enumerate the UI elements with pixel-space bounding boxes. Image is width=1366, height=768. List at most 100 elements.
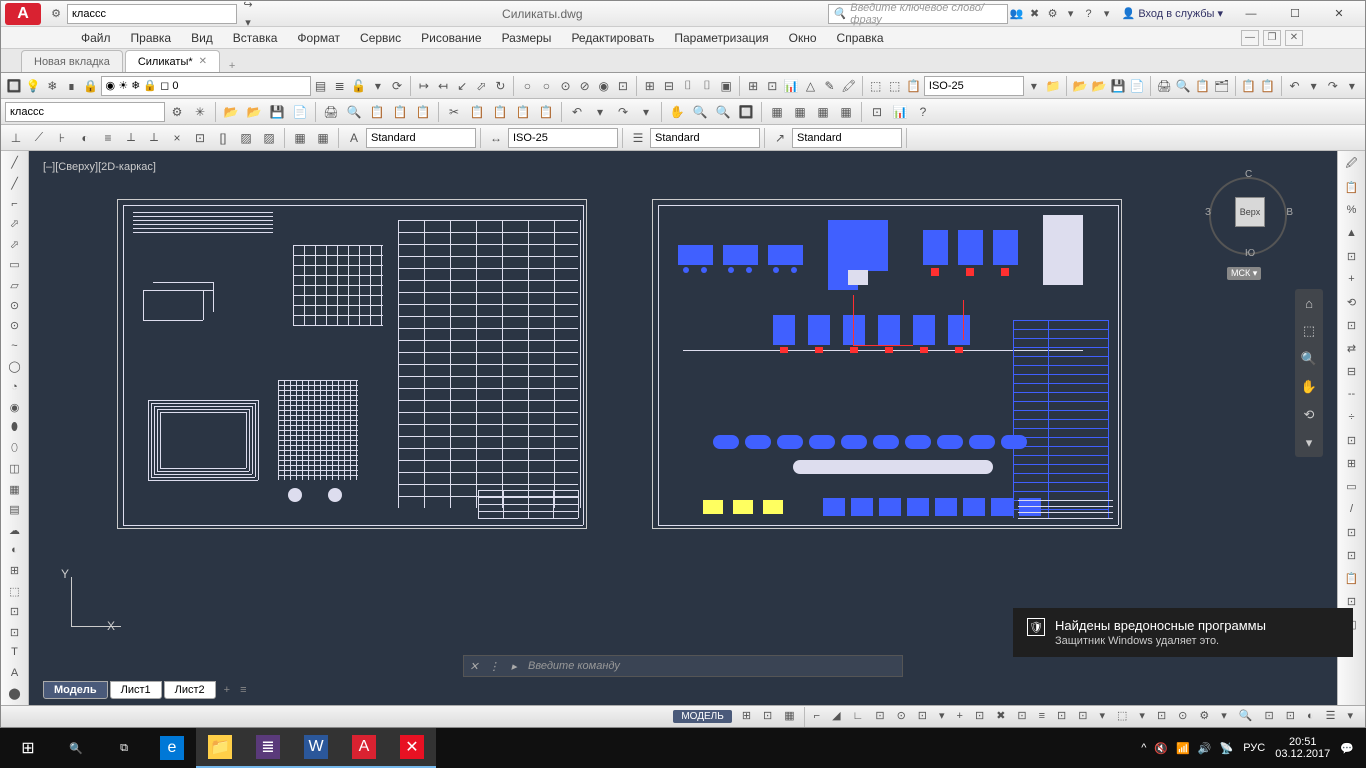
status-toggle[interactable]: ▾ bbox=[933, 707, 951, 725]
toolbar-button[interactable]: ∎ bbox=[62, 75, 80, 97]
modify-tool-button[interactable]: ⇄ bbox=[1341, 337, 1363, 359]
search-button[interactable]: 🔍 bbox=[52, 728, 100, 768]
toolbar-button[interactable]: ⊡ bbox=[866, 101, 888, 123]
nav-button[interactable]: ✋ bbox=[1299, 377, 1319, 397]
layout-tab[interactable]: Лист2 bbox=[164, 681, 216, 699]
status-toggle[interactable]: ⚙ bbox=[1193, 707, 1215, 725]
toolbar-button[interactable]: ✎ bbox=[821, 75, 839, 97]
tray-icon[interactable]: 📡 bbox=[1220, 742, 1234, 755]
mdi-minimize[interactable]: — bbox=[1241, 30, 1259, 46]
toolbar-button[interactable]: 🖨 bbox=[1155, 75, 1173, 97]
toolbar-button[interactable]: ▤ bbox=[312, 75, 330, 97]
navigation-bar[interactable]: ⌂⬚🔍✋⟲▾ bbox=[1295, 289, 1323, 457]
draw-tool-button[interactable]: ⊡ bbox=[4, 602, 26, 621]
status-toggle[interactable]: ◢ bbox=[826, 707, 846, 725]
status-toggle[interactable]: ⌐ bbox=[808, 707, 826, 725]
infocenter-icon[interactable]: ? bbox=[1080, 5, 1098, 23]
menu-item[interactable]: Справка bbox=[827, 31, 894, 45]
modify-tool-button[interactable]: / bbox=[1341, 498, 1363, 520]
toolbar-button[interactable]: ✂ bbox=[443, 101, 465, 123]
menu-item[interactable]: Вставка bbox=[223, 31, 288, 45]
toolbar-button[interactable]: 📋 bbox=[389, 101, 411, 123]
minimize-button[interactable]: — bbox=[1229, 2, 1273, 26]
toolbar-button[interactable]: ↷ bbox=[1324, 75, 1342, 97]
toolbar-button[interactable]: ⊡ bbox=[763, 75, 781, 97]
modify-tool-button[interactable]: ⊡ bbox=[1341, 314, 1363, 336]
toolbar-button[interactable]: ? bbox=[912, 101, 934, 123]
toolbar-button[interactable]: 📋 bbox=[512, 101, 534, 123]
modify-tool-button[interactable]: ▲ bbox=[1341, 222, 1363, 244]
layer-dropdown[interactable]: ◉ ☀ ❄ 🔒 ◻ 0 bbox=[101, 76, 311, 96]
draw-tool-button[interactable]: ◫ bbox=[4, 459, 26, 478]
toolbar-button[interactable]: ▦ bbox=[835, 101, 857, 123]
draw-tool-button[interactable]: T bbox=[4, 643, 26, 662]
style-icon[interactable]: ☰ bbox=[627, 127, 649, 149]
toolbar-button[interactable]: 🔒 bbox=[81, 75, 99, 97]
toolbar-button[interactable]: 📁 bbox=[1044, 75, 1062, 97]
toolbar-button[interactable]: 💡 bbox=[24, 75, 42, 97]
toolbar-button[interactable]: ⬚ bbox=[867, 75, 885, 97]
action-center-icon[interactable]: 💬 bbox=[1340, 742, 1354, 755]
infocenter-icon[interactable]: ▾ bbox=[1098, 5, 1116, 23]
status-toggle[interactable]: 🔍 bbox=[1233, 707, 1259, 725]
status-toggle[interactable]: ⊞ bbox=[736, 707, 757, 725]
modify-tool-button[interactable]: ⊞ bbox=[1341, 452, 1363, 474]
toolbar-button[interactable]: 🔓 bbox=[350, 75, 368, 97]
toolbar-button[interactable]: 📋 bbox=[366, 101, 388, 123]
modify-tool-button[interactable]: % bbox=[1341, 199, 1363, 221]
modify-tool-button[interactable]: 📋 bbox=[1341, 567, 1363, 589]
infocenter-icon[interactable]: ✖ bbox=[1026, 5, 1044, 23]
toolbar-button[interactable]: 📊 bbox=[889, 101, 911, 123]
layout-add-button[interactable]: + bbox=[220, 684, 234, 696]
document-tab[interactable]: Силикаты*✕ bbox=[125, 50, 220, 72]
toolbar-button[interactable]: ⊦ bbox=[51, 127, 73, 149]
toolbar-button[interactable]: 📋 bbox=[1239, 75, 1257, 97]
toolbar-button[interactable]: ▣ bbox=[717, 75, 735, 97]
dimstyle-dropdown[interactable]: ISO-25 bbox=[924, 76, 1024, 96]
modify-tool-button[interactable]: ÷ bbox=[1341, 406, 1363, 428]
modify-tool-button[interactable]: ▭ bbox=[1341, 475, 1363, 497]
draw-tool-button[interactable]: ⬮ bbox=[4, 418, 26, 437]
toolbar-button[interactable]: ⟂ bbox=[143, 127, 165, 149]
toolbar-button[interactable]: × bbox=[166, 127, 188, 149]
draw-tool-button[interactable]: ▦ bbox=[4, 480, 26, 499]
toolbar-button[interactable]: ▾ bbox=[1343, 75, 1361, 97]
draw-tool-button[interactable]: ◐ bbox=[4, 541, 26, 560]
draw-tool-button[interactable]: ⊡ bbox=[4, 622, 26, 641]
draw-tool-button[interactable]: ⊙ bbox=[4, 316, 26, 335]
mdi-restore[interactable]: ❐ bbox=[1263, 30, 1281, 46]
toolbar-button[interactable]: 📂 bbox=[220, 101, 242, 123]
status-toggle[interactable]: ⊙ bbox=[1172, 707, 1193, 725]
status-toggle[interactable]: ⊡ bbox=[1072, 707, 1093, 725]
toolbar-button[interactable]: [] bbox=[212, 127, 234, 149]
style-icon[interactable]: ↔ bbox=[485, 127, 507, 149]
status-toggle[interactable]: ∟ bbox=[847, 707, 870, 725]
toolbar-button[interactable]: 📋 bbox=[412, 101, 434, 123]
status-toggle[interactable]: ⊡ bbox=[1011, 707, 1032, 725]
toolbar-button[interactable]: ◉ bbox=[595, 75, 613, 97]
toolbar-button[interactable]: 🔲 bbox=[735, 101, 757, 123]
toolbar-button[interactable]: ▾ bbox=[589, 101, 611, 123]
toolbar-button[interactable]: ▦ bbox=[789, 101, 811, 123]
style-dropdown[interactable]: Standard bbox=[366, 128, 476, 148]
toolbar-button[interactable]: 🔲 bbox=[5, 75, 23, 97]
menu-item[interactable]: Правка bbox=[121, 31, 182, 45]
taskbar-app-autocad[interactable]: A bbox=[340, 728, 388, 768]
infocenter-icon[interactable]: 👥 bbox=[1008, 5, 1026, 23]
toolbar-button[interactable]: ⊙ bbox=[556, 75, 574, 97]
toolbar-button[interactable]: ⊥ bbox=[5, 127, 27, 149]
modify-tool-button[interactable]: ⊡ bbox=[1341, 544, 1363, 566]
toolbar-button[interactable]: 🔍 bbox=[1174, 75, 1192, 97]
toolbar-button[interactable]: ▦ bbox=[289, 127, 311, 149]
layout-tab[interactable]: Лист1 bbox=[110, 681, 162, 699]
app-logo[interactable]: A bbox=[5, 3, 41, 25]
toolbar-button[interactable]: 🔍 bbox=[712, 101, 734, 123]
status-toggle[interactable]: ☰ bbox=[1320, 707, 1342, 725]
toolbar-button[interactable]: 📋 bbox=[905, 75, 923, 97]
maximize-button[interactable]: ☐ bbox=[1273, 2, 1317, 26]
draw-tool-button[interactable]: ◉ bbox=[4, 398, 26, 417]
modify-tool-button[interactable]: ⊡ bbox=[1341, 245, 1363, 267]
cmdline-close-icon[interactable]: ✕ bbox=[464, 660, 484, 673]
toolbar-button[interactable]: 📂 bbox=[243, 101, 265, 123]
cmdline-grip-icon[interactable]: ⋮ bbox=[484, 660, 504, 673]
